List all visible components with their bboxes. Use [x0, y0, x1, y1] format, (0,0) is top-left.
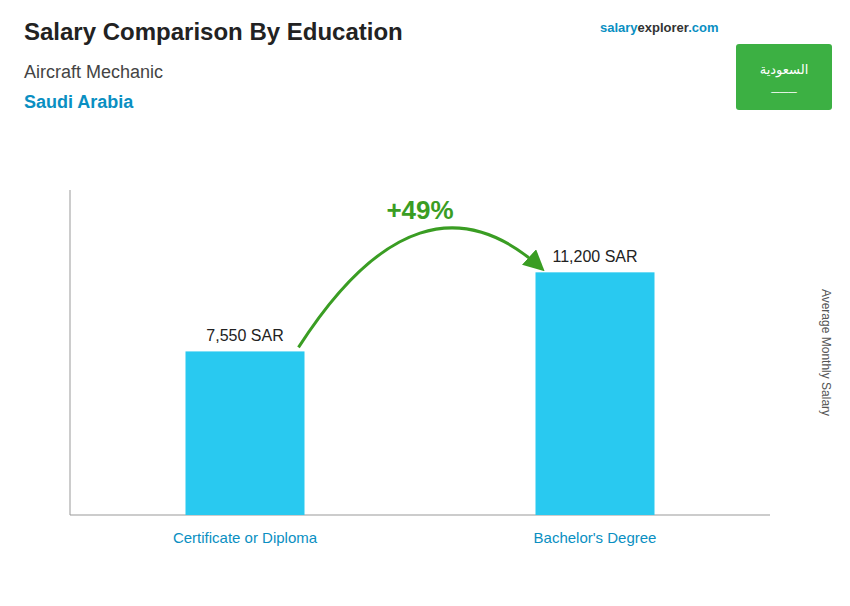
brand: salaryexplorer.com [600, 20, 719, 35]
y-label: Average Monthly Salary [819, 289, 833, 416]
title: Salary Comparison By Education [24, 18, 403, 45]
chart-container: Salary Comparison By Education salaryexpl… [0, 0, 850, 606]
y-axis-line [70, 190, 71, 515]
bar [536, 272, 655, 515]
x-axis-line [70, 515, 770, 516]
brand-part: .com [688, 20, 718, 35]
bar [186, 351, 305, 515]
flag-text: السعودية [760, 62, 809, 78]
category-label: Bachelor's Degree [534, 529, 657, 546]
data-label: 11,200 SAR [552, 248, 637, 265]
chart: Salary Comparison By Education salaryexpl… [0, 0, 850, 606]
subtitle: Aircraft Mechanic [24, 62, 163, 82]
country: Saudi Arabia [24, 92, 134, 112]
percent-change: +49% [386, 195, 453, 225]
change-arrow [299, 228, 542, 348]
data-label: 7,550 SAR [206, 327, 283, 344]
brand-part: explorer [638, 20, 689, 35]
bars [186, 272, 655, 515]
brand-part: salary [600, 20, 638, 35]
flag-box [736, 44, 832, 110]
category-label: Certificate or Diploma [173, 529, 318, 546]
flag-line: ─── [770, 85, 797, 99]
